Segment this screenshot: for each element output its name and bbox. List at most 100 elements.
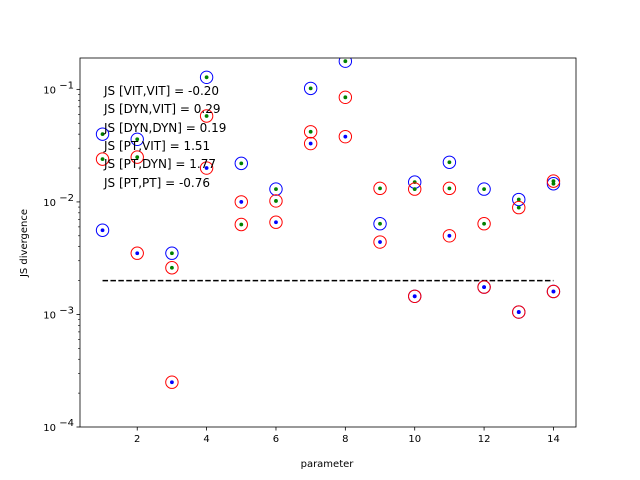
- data-point-dot: [447, 233, 452, 238]
- annotation-line: JS [VIT,VIT] = -0.20: [103, 84, 219, 98]
- x-tick-label: 12: [478, 434, 491, 445]
- annotation-line: JS [PT,DYN] = 1.77: [103, 157, 216, 171]
- data-point-circle: [408, 182, 422, 196]
- data-point-dot: [482, 285, 486, 290]
- data-point-circle: [199, 161, 214, 175]
- data-point-circle: [130, 132, 144, 147]
- data-point-circle: [477, 182, 491, 196]
- y-tick-label: 10: [43, 310, 56, 321]
- x-axis-label: parameter: [301, 459, 355, 470]
- data-point-dot: [100, 132, 105, 137]
- data-point-dot: [447, 186, 452, 191]
- data-point-dot: [551, 179, 556, 184]
- data-point-circle: [234, 217, 248, 232]
- plot-area: [95, 58, 561, 389]
- data-point-dot: [516, 197, 521, 202]
- y-tick-label: 10: [43, 423, 56, 434]
- data-point-circle: [373, 181, 387, 196]
- data-point-dot: [308, 86, 313, 91]
- data-point-dot: [551, 289, 556, 294]
- data-point-dot: [204, 166, 209, 170]
- data-point-circle: [199, 109, 214, 123]
- data-point-dot: [135, 251, 140, 256]
- data-point-dot: [343, 95, 348, 100]
- data-point-circle: [165, 261, 179, 275]
- data-point-dot: [170, 380, 174, 385]
- data-point-circle: [303, 136, 318, 151]
- data-point-circle: [95, 223, 110, 237]
- data-point-dot: [204, 114, 209, 118]
- data-point-dot: [343, 59, 348, 64]
- annotation-line: JS [PT,VIT] = 1.51: [103, 139, 210, 153]
- data-point-circle: [234, 156, 248, 171]
- data-point-dot: [239, 200, 244, 204]
- data-point-circle: [442, 181, 457, 196]
- data-point-circle: [373, 235, 387, 249]
- axes-spines: [79, 57, 577, 428]
- data-point-circle: [546, 284, 561, 299]
- data-point-dot: [100, 228, 105, 233]
- data-point-dot: [308, 141, 313, 146]
- data-point-dot: [378, 221, 382, 226]
- data-point-circle: [408, 289, 422, 303]
- data-point-circle: [165, 246, 179, 260]
- data-point-circle: [95, 127, 110, 141]
- data-point-circle: [269, 215, 283, 229]
- data-point-dot: [551, 181, 556, 186]
- y-tick-exponent: −3: [59, 305, 74, 316]
- data-point-circle: [303, 81, 318, 96]
- data-point-circle: [477, 217, 491, 231]
- y-tick-exponent: −4: [59, 418, 74, 429]
- data-point-dot: [204, 75, 209, 80]
- data-point-circle: [442, 155, 457, 169]
- data-point-circle: [269, 194, 283, 208]
- data-point-dot: [412, 187, 417, 191]
- data-point-circle: [130, 150, 144, 164]
- data-point-circle: [546, 174, 561, 188]
- data-point-circle: [477, 280, 491, 294]
- data-point-circle: [269, 182, 283, 196]
- annotation-block: JS [VIT,VIT] = -0.20 JS [DYN,VIT] = 0.29…: [103, 84, 226, 190]
- data-point-dot: [482, 221, 486, 226]
- data-point-circle: [234, 195, 248, 209]
- data-point-circle: [95, 152, 110, 166]
- data-point-circle: [512, 305, 526, 319]
- y-axis-label: JS divergence: [19, 209, 30, 278]
- x-tick-label: 2: [134, 434, 140, 445]
- data-point-circle: [338, 129, 353, 144]
- data-point-dot: [135, 155, 140, 160]
- data-point-circle: [546, 177, 561, 191]
- data-point-dot: [170, 251, 174, 256]
- data-point-dot: [412, 294, 417, 299]
- x-tick-label: 14: [547, 434, 560, 445]
- data-point-circle: [442, 229, 457, 243]
- x-tick-label: 10: [408, 434, 421, 445]
- y-tick-exponent: −2: [59, 193, 74, 204]
- data-point-dot: [378, 186, 382, 191]
- data-point-dot: [447, 160, 452, 165]
- y-tick-label: 10: [43, 85, 56, 96]
- data-point-circle: [373, 217, 387, 231]
- data-point-dot: [135, 137, 140, 142]
- data-point-dot: [482, 187, 486, 191]
- data-point-circle: [130, 246, 144, 260]
- annotation-line: JS [DYN,VIT] = 0.29: [103, 102, 221, 116]
- data-point-circle: [165, 375, 179, 389]
- annotation-line: JS [PT,PT] = -0.76: [103, 176, 210, 190]
- data-point-dot: [308, 129, 313, 134]
- data-point-circle: [199, 70, 214, 85]
- data-point-dot: [239, 161, 244, 166]
- data-point-dot: [516, 205, 521, 210]
- data-point-dot: [170, 265, 174, 270]
- y-tick-exponent: −1: [59, 80, 74, 91]
- annotation-line: JS [DYN,DYN] = 0.19: [103, 121, 226, 135]
- data-point-circle: [338, 58, 353, 68]
- data-point-circle: [303, 125, 318, 139]
- data-point-dot: [516, 310, 521, 314]
- data-point-dot: [274, 187, 278, 191]
- data-point-dot: [239, 222, 244, 227]
- x-tick-label: 8: [342, 434, 348, 445]
- x-tick-label: 4: [203, 434, 209, 445]
